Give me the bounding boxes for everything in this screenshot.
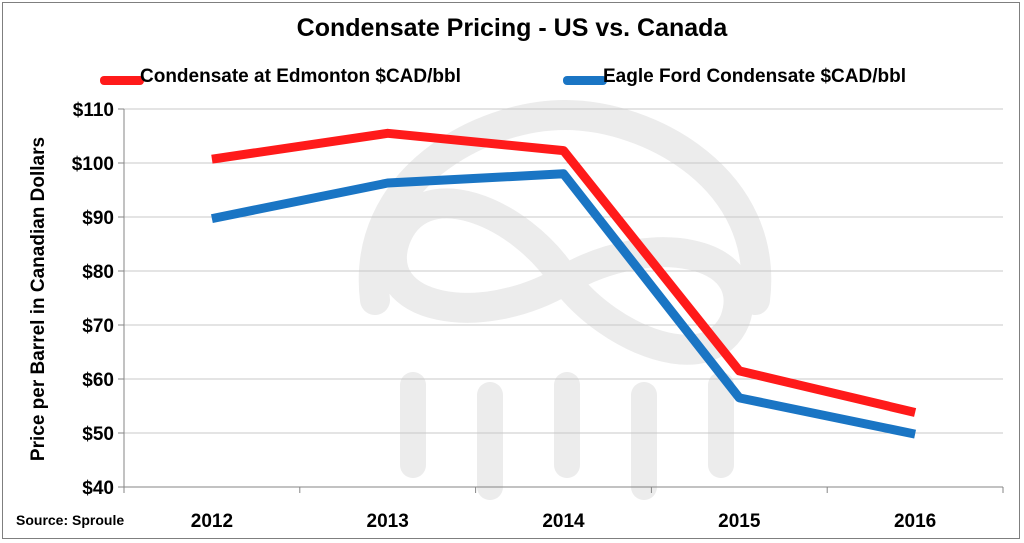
x-tick-label: 2015 — [718, 511, 761, 532]
gridlines — [118, 108, 1003, 488]
legend-swatch-eagle-ford — [563, 76, 607, 85]
x-tick-label: 2013 — [367, 511, 409, 532]
y-tick-label: $100 — [72, 154, 114, 175]
x-tick-label: 2012 — [191, 511, 233, 532]
source-note: Source: Sproule — [16, 512, 125, 528]
legend-swatch-edmonton — [100, 76, 144, 85]
y-tick-label: $80 — [82, 262, 114, 283]
y-tick-label: $50 — [82, 424, 114, 445]
y-tick-label: $70 — [82, 316, 114, 337]
y-tick-labels: $40 $50 $60 $70 $80 $90 $100 $110 — [72, 100, 114, 499]
watermark-arc — [358, 99, 772, 315]
x-tick-label: 2016 — [894, 511, 936, 532]
y-tick-label: $60 — [82, 370, 114, 391]
x-tick-label: 2014 — [542, 511, 585, 532]
chart-title: Condensate Pricing - US vs. Canada — [296, 14, 728, 42]
series-lines — [211, 128, 917, 439]
y-axis-label: Price per Barrel in Canadian Dollars — [28, 137, 49, 461]
y-tick-label: $110 — [73, 100, 114, 121]
axes — [123, 109, 1004, 493]
x-tick-labels: 2012 2013 2014 2015 2016 — [191, 511, 936, 532]
y-tick-label: $40 — [82, 478, 114, 499]
y-tick-label: $90 — [82, 208, 114, 229]
legend-label-eagle-ford: Eagle Ford Condensate $CAD/bbl — [603, 66, 906, 87]
legend-label-edmonton: Condensate at Edmonton $CAD/bbl — [140, 66, 461, 87]
